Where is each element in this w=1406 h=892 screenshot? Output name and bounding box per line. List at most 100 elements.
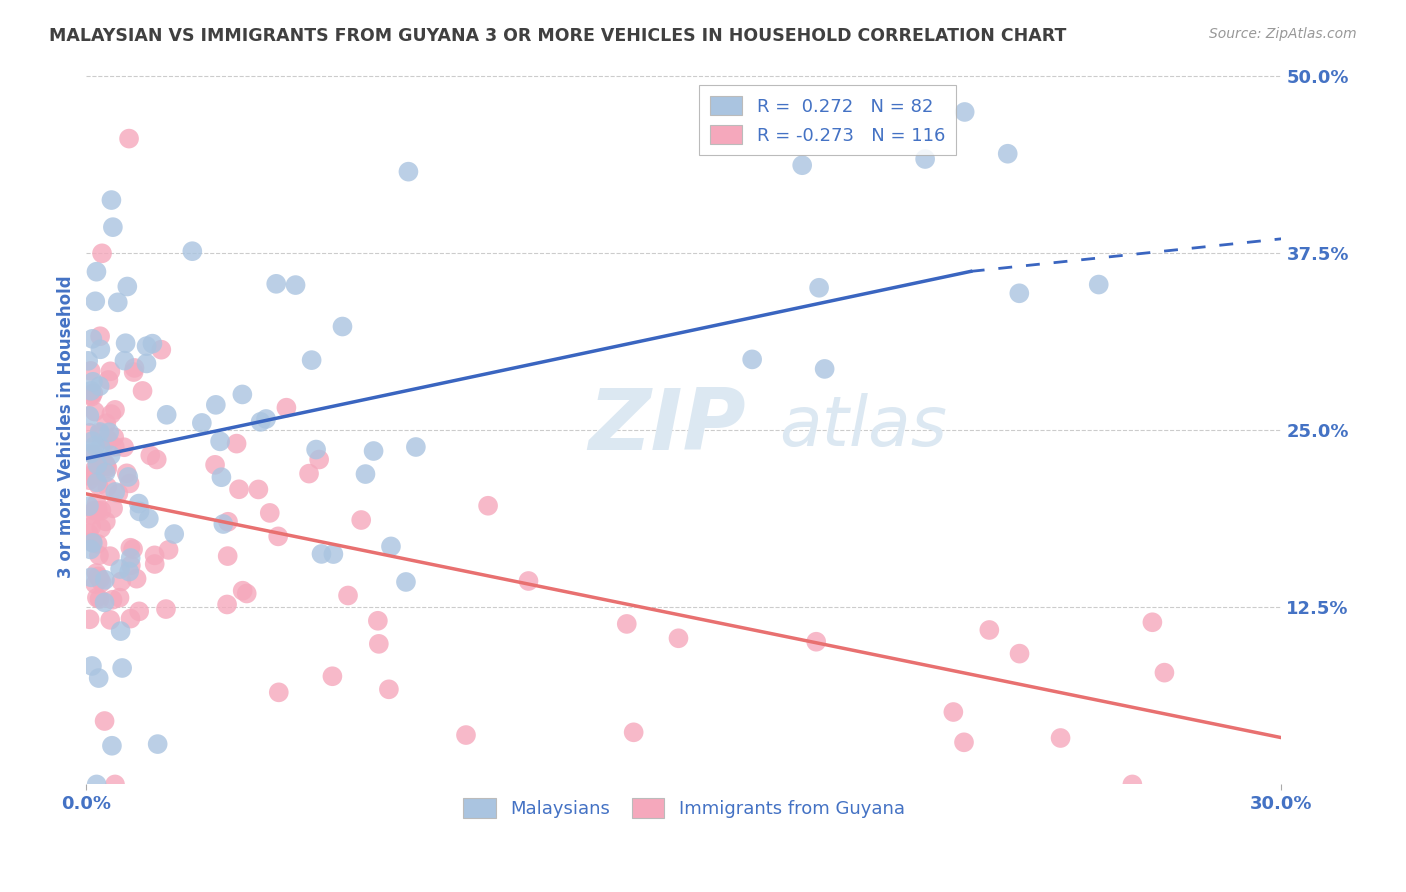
Point	[350, 513, 373, 527]
Point	[367, 637, 389, 651]
Point	[1142, 615, 1164, 630]
Point	[120, 558, 142, 573]
Point	[128, 504, 150, 518]
Point	[100, 407, 122, 421]
Point	[96, 480, 118, 494]
Point	[1049, 731, 1071, 745]
Point	[454, 728, 477, 742]
Point	[86, 265, 108, 279]
Point	[311, 547, 333, 561]
Point	[79, 473, 101, 487]
Point	[79, 409, 101, 423]
Point	[86, 591, 108, 605]
Text: ZIP: ZIP	[588, 385, 747, 468]
Point	[104, 485, 127, 500]
Point	[298, 467, 321, 481]
Point	[77, 526, 100, 541]
Point	[80, 390, 103, 404]
Point	[264, 277, 287, 291]
Point	[143, 557, 166, 571]
Point	[79, 542, 101, 557]
Point	[112, 353, 135, 368]
Point	[87, 569, 110, 583]
Point	[117, 470, 139, 484]
Point	[979, 623, 1001, 637]
Point	[82, 375, 104, 389]
Point	[83, 447, 105, 461]
Point	[111, 661, 134, 675]
Point	[112, 440, 135, 454]
Point	[100, 193, 122, 207]
Point	[125, 572, 148, 586]
Point	[80, 508, 103, 522]
Point	[380, 540, 402, 554]
Point	[267, 685, 290, 699]
Point	[321, 669, 343, 683]
Point	[997, 146, 1019, 161]
Point	[80, 570, 103, 584]
Point	[80, 446, 103, 460]
Point	[122, 542, 145, 557]
Point	[87, 455, 110, 469]
Point	[100, 364, 122, 378]
Point	[104, 440, 127, 454]
Point	[104, 403, 127, 417]
Point	[89, 592, 111, 607]
Point	[363, 444, 385, 458]
Point	[792, 158, 814, 172]
Point	[1008, 286, 1031, 301]
Point	[155, 602, 177, 616]
Point	[135, 339, 157, 353]
Point	[93, 595, 115, 609]
Point	[80, 388, 103, 402]
Point	[83, 463, 105, 477]
Point	[90, 503, 112, 517]
Point	[86, 537, 108, 551]
Point	[209, 434, 232, 449]
Point	[82, 534, 104, 549]
Point	[110, 574, 132, 589]
Point	[96, 416, 118, 430]
Point	[77, 354, 100, 368]
Point	[806, 634, 828, 648]
Point	[228, 483, 250, 497]
Point	[405, 440, 427, 454]
Point	[97, 373, 120, 387]
Point	[231, 387, 253, 401]
Point	[82, 332, 104, 346]
Point	[96, 461, 118, 475]
Point	[97, 433, 120, 447]
Legend: Malaysians, Immigrants from Guyana: Malaysians, Immigrants from Guyana	[456, 791, 912, 825]
Point	[217, 549, 239, 563]
Point	[89, 572, 111, 586]
Point	[120, 611, 142, 625]
Point	[86, 497, 108, 511]
Point	[83, 404, 105, 418]
Point	[217, 515, 239, 529]
Point	[1153, 665, 1175, 680]
Point	[83, 503, 105, 517]
Point	[741, 352, 763, 367]
Point	[124, 360, 146, 375]
Point	[249, 415, 271, 429]
Point	[378, 682, 401, 697]
Text: MALAYSIAN VS IMMIGRANTS FROM GUYANA 3 OR MORE VEHICLES IN HOUSEHOLD CORRELATION : MALAYSIAN VS IMMIGRANTS FROM GUYANA 3 OR…	[49, 27, 1067, 45]
Point	[89, 379, 111, 393]
Point	[87, 503, 110, 517]
Point	[942, 705, 965, 719]
Point	[235, 586, 257, 600]
Point	[101, 220, 124, 235]
Point	[156, 408, 179, 422]
Point	[89, 426, 111, 441]
Point	[114, 336, 136, 351]
Point	[115, 467, 138, 481]
Point	[101, 501, 124, 516]
Point	[82, 536, 104, 550]
Point	[247, 483, 270, 497]
Point	[276, 401, 298, 415]
Point	[83, 467, 105, 482]
Point	[87, 671, 110, 685]
Point	[254, 412, 277, 426]
Point	[86, 566, 108, 580]
Point	[87, 478, 110, 492]
